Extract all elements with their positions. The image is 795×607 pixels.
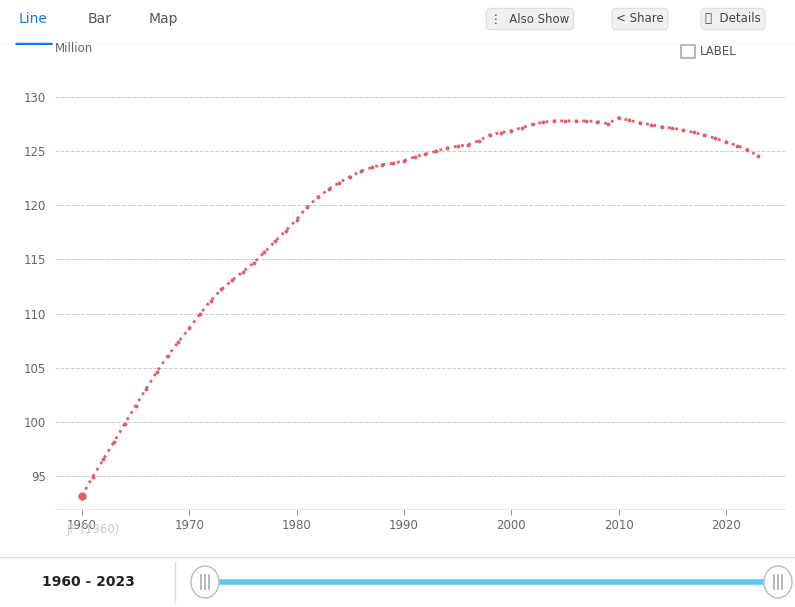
FancyBboxPatch shape	[681, 45, 696, 58]
Text: Map: Map	[148, 12, 178, 26]
Text: LABEL: LABEL	[700, 45, 736, 58]
Text: < Share: < Share	[616, 13, 664, 25]
Text: 1960 - 2023: 1960 - 2023	[41, 575, 134, 589]
Text: 93,216,000: 93,216,000	[66, 548, 176, 566]
Text: ⋮  Also Show: ⋮ Also Show	[491, 13, 570, 25]
Ellipse shape	[191, 566, 219, 598]
Text: Bar: Bar	[88, 12, 112, 26]
Ellipse shape	[764, 566, 792, 598]
Text: JP (1960): JP (1960)	[66, 523, 119, 536]
Text: ⓘ  Details: ⓘ Details	[705, 13, 761, 25]
Text: Line: Line	[18, 12, 48, 26]
Text: Million: Million	[55, 42, 93, 55]
